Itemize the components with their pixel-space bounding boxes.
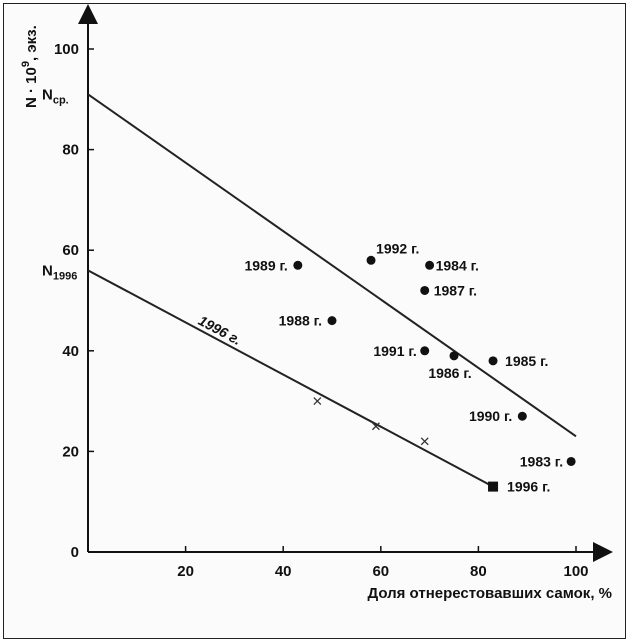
y-tick-label: 100 [54, 41, 79, 58]
data-point-label: 1990 г. [469, 408, 512, 424]
data-point-circle [517, 411, 527, 421]
special-y-label: N1996 [42, 262, 77, 282]
data-point-cross [313, 397, 322, 406]
special-y-labels: Nср. N1996 [42, 86, 77, 282]
data-point-circle [420, 346, 430, 356]
data-point-label: 1985 г. [505, 353, 548, 369]
data-point-label: 1989 г. [244, 257, 287, 273]
data-point-circle [420, 285, 430, 295]
data-point-square [488, 481, 499, 492]
regression-line-label: 1996 г. [196, 312, 244, 348]
data-point-circle [566, 456, 576, 466]
y-tick-label: 80 [62, 142, 79, 159]
y-tick-label: 20 [62, 443, 79, 460]
data-point-circle [327, 316, 337, 326]
y-tick-label: 60 [62, 242, 79, 259]
data-point-circle [366, 255, 376, 265]
data-point-label: 1996 г. [507, 479, 550, 495]
x-tick-label: 20 [177, 563, 194, 580]
data-point-labels: 1989 г. 1992 г. 1984 г. 1987 г. 1988 г. 1991 … [244, 240, 563, 494]
data-point-label: 1983 г. [520, 453, 563, 469]
data-point-label: 1986 г. [428, 365, 471, 381]
x-ticks: 20 40 60 80 100 [177, 546, 589, 580]
chart-frame [3, 3, 626, 639]
data-point-circle [488, 356, 498, 366]
data-point-circle [449, 351, 459, 361]
x-axis-title: Доля отнерестовавших самок, % [367, 585, 612, 602]
x-tick-label: 100 [563, 563, 588, 580]
regression-line [87, 93, 577, 438]
data-points [293, 255, 576, 492]
y-ticks: 0 20 40 60 80 100 [54, 41, 94, 561]
data-point-label: 1991 г. [373, 343, 416, 359]
x-tick-label: 40 [275, 563, 292, 580]
y-axis-title: N · 109, экз. [20, 25, 40, 108]
data-point-cross [371, 422, 380, 431]
x-tick-label: 60 [372, 563, 389, 580]
data-point-label: 1984 г. [436, 257, 479, 273]
y-axis-title-tail: , экз. [23, 25, 40, 61]
regression-lines: 1996 г. [87, 93, 577, 488]
data-point-label: 1988 г. [279, 313, 322, 329]
data-point-circle [425, 260, 435, 270]
data-point-circle [293, 260, 303, 270]
y-tick-label: 0 [71, 544, 79, 561]
x-tick-label: 80 [470, 563, 487, 580]
special-y-label: Nср. [42, 86, 69, 106]
regression-line [87, 269, 494, 488]
data-point-cross [420, 437, 429, 446]
data-point-label: 1992 г. [376, 240, 419, 256]
y-axis-title-sup: 9 [20, 61, 32, 67]
y-axis-title-main: N · 10 [23, 67, 40, 108]
data-point-label: 1987 г. [434, 282, 477, 298]
y-tick-label: 40 [62, 343, 79, 360]
